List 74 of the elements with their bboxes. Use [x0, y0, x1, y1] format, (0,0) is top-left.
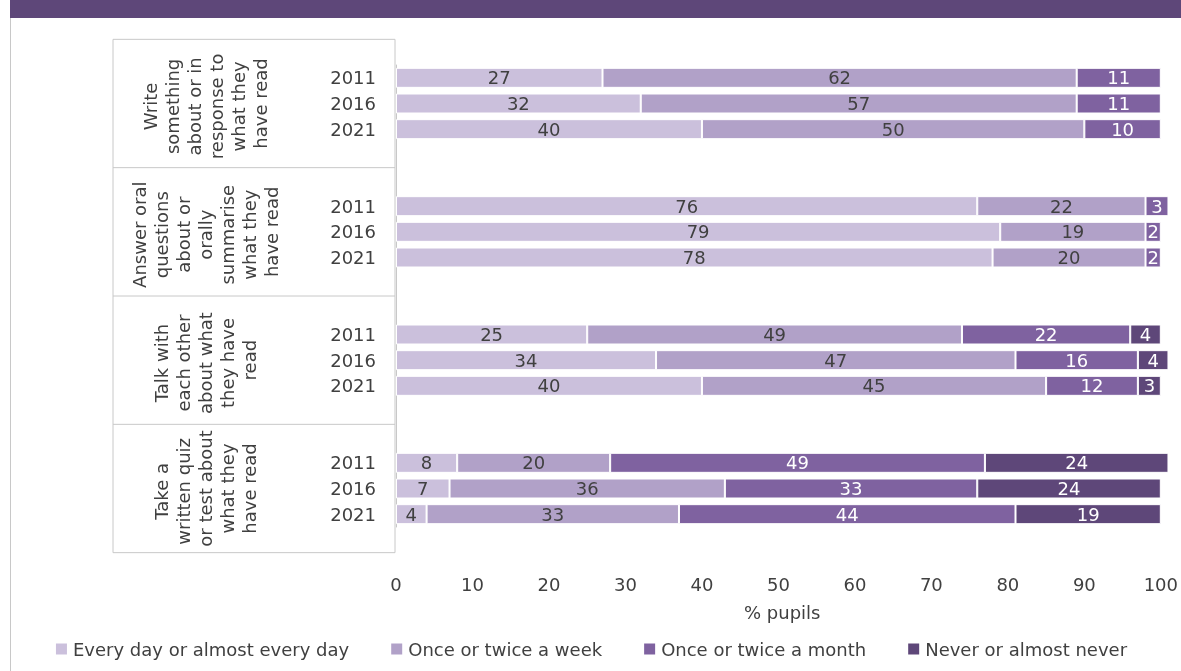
- data-label: 24: [1057, 478, 1081, 499]
- data-label: 50: [881, 118, 905, 140]
- data-label: 24: [1065, 452, 1089, 474]
- y-tick-label: 2016: [330, 478, 376, 499]
- data-label: 2: [1147, 221, 1159, 243]
- data-label: 32: [506, 93, 530, 114]
- y-tick-label: 2021: [330, 503, 376, 525]
- data-label: 78: [682, 247, 706, 268]
- text: Answer oral questions about or orally summarise what they have read: [128, 175, 282, 288]
- y-tick-label: 2021: [330, 118, 376, 140]
- data-label: 34: [514, 349, 538, 371]
- data-label: 19: [1076, 503, 1100, 525]
- x-tick-label: 70: [919, 573, 943, 595]
- data-label: 40: [537, 118, 561, 140]
- data-label: 4: [405, 503, 418, 525]
- data-label: 79: [686, 221, 710, 243]
- data-label: 49: [763, 324, 787, 345]
- data-label: 25: [480, 324, 504, 345]
- data-label: 11: [1107, 67, 1131, 89]
- legend-label: Never or almost never: [925, 638, 1128, 660]
- y-tick-label: 2011: [330, 67, 376, 89]
- data-label: 22: [1049, 195, 1073, 217]
- y-tick-label: 2016: [330, 221, 376, 243]
- data-label: 76: [675, 195, 699, 217]
- data-label: 8: [420, 452, 433, 474]
- legend-label: Once or twice a month: [661, 638, 867, 660]
- data-label: 4: [1139, 324, 1152, 345]
- y-tick-label: 2011: [330, 324, 376, 345]
- data-label: 36: [575, 478, 599, 499]
- data-label: 49: [786, 452, 809, 474]
- y-tick-label: 2021: [330, 247, 376, 268]
- data-label: 16: [1065, 349, 1089, 371]
- data-label: 2: [1147, 247, 1159, 268]
- legend-label: Once or twice a week: [408, 638, 603, 660]
- x-axis-title: % pupils: [744, 601, 821, 623]
- data-label: 12: [1080, 375, 1104, 397]
- data-label: 62: [828, 67, 852, 89]
- data-label: 20: [1057, 247, 1081, 268]
- x-tick-label: 40: [690, 573, 714, 595]
- y-tick-label: 2016: [330, 349, 376, 371]
- data-label: 40: [537, 375, 561, 397]
- text: Take a written quiz or test about what they have read: [150, 430, 260, 547]
- data-label: 10: [1111, 118, 1135, 140]
- data-label: 3: [1151, 195, 1163, 217]
- x-tick-label: 30: [613, 573, 637, 595]
- data-label: 19: [1061, 221, 1085, 243]
- data-label: 22: [1034, 324, 1058, 345]
- y-tick-label: 2011: [330, 195, 376, 217]
- data-label: 11: [1107, 93, 1131, 114]
- data-label: 7: [417, 478, 429, 499]
- data-label: 33: [541, 503, 565, 525]
- data-label: 57: [847, 93, 871, 114]
- data-label: 27: [487, 67, 511, 89]
- y-tick-label: 2021: [330, 375, 376, 397]
- text: Talk with each other about what they have read: [150, 306, 260, 414]
- data-label: 4: [1147, 349, 1159, 371]
- data-label: 45: [862, 375, 886, 397]
- x-tick-label: 10: [461, 573, 484, 595]
- data-label: 20: [522, 452, 546, 474]
- data-label: 3: [1143, 375, 1156, 397]
- x-tick-label: 20: [537, 573, 561, 595]
- text: Write something about or in response to what they have read: [139, 47, 271, 160]
- y-tick-label: 2016: [330, 93, 376, 114]
- x-tick-label: 60: [843, 573, 867, 595]
- x-tick-label: 0: [390, 573, 402, 595]
- x-tick-label: 80: [996, 573, 1020, 595]
- legend-label: Every day or almost every day: [72, 638, 350, 660]
- y-tick-label: 2011: [330, 452, 376, 474]
- x-tick-label: 50: [766, 573, 790, 595]
- data-label: 44: [835, 503, 859, 525]
- x-tick-label: 90: [1072, 573, 1096, 595]
- x-tick-label: 100: [1143, 573, 1178, 595]
- data-label: 47: [824, 349, 848, 371]
- data-label: 33: [839, 478, 863, 499]
